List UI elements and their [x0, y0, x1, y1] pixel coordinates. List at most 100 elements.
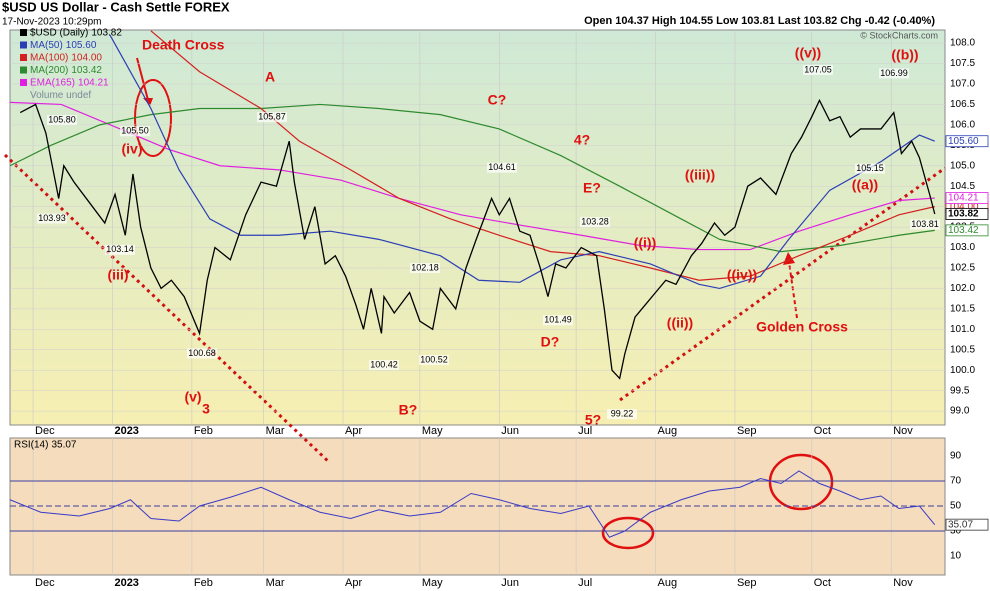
legend-value: 35.07 — [51, 440, 76, 451]
price-label-bg — [855, 163, 885, 174]
last-value-box — [945, 135, 989, 148]
y-tick-label: 101.5 — [950, 304, 975, 315]
price-label-bg — [487, 162, 517, 173]
last-value-label: 103.42 — [948, 225, 979, 236]
x-tick-label: Jul — [578, 577, 592, 589]
y-tick-label: 99.0 — [950, 406, 970, 417]
annotation: ((b)) — [891, 47, 918, 63]
legend-swatch — [20, 41, 27, 49]
annotation: 5? — [585, 412, 601, 428]
last-value-label: 104.21 — [948, 193, 979, 204]
annotation: (v) — [184, 389, 201, 405]
x-tick-label: Dec — [35, 577, 55, 589]
price-label: 105.87 — [258, 112, 286, 122]
last-value-label: 105.60 — [948, 136, 979, 147]
annotation: 4? — [574, 132, 590, 148]
price-label: 107.05 — [804, 64, 832, 74]
annotation: 3 — [202, 401, 210, 417]
price-label-bg — [47, 115, 77, 126]
quote: Open 104.37 High 104.55 Low 103.81 Last … — [584, 15, 935, 27]
y-tick-label: 104.5 — [950, 181, 975, 192]
price-label-bg — [120, 126, 150, 137]
rsi-high-circle — [768, 453, 834, 511]
trend-line-down — [3, 153, 332, 465]
legend-value: 104.21 — [78, 78, 109, 89]
y-tick-label: 101.0 — [950, 324, 975, 335]
annotation: ((i)) — [634, 235, 657, 251]
x-tick-label: Sep — [737, 425, 757, 437]
x-tick-label: Jul — [578, 425, 592, 437]
rsi-low-circle — [601, 516, 655, 550]
annotation: E? — [583, 180, 601, 196]
x-tick-label: Oct — [814, 425, 831, 437]
legend-value: 103.42 — [71, 65, 102, 76]
legend-label: $USD (Daily) — [30, 28, 88, 39]
price-label-bg — [105, 244, 135, 255]
last-value-box — [945, 224, 989, 237]
annotation: (iv) — [122, 141, 143, 157]
price-label-bg — [187, 348, 217, 359]
annotation: ((ii)) — [667, 315, 693, 331]
legend-swatch — [20, 66, 27, 74]
annotation: ((iv)) — [727, 267, 757, 283]
x-tick-label: Apr — [345, 577, 362, 589]
last-value-box — [945, 208, 989, 220]
price-label-bg — [419, 354, 449, 365]
last-value-label: 104.00 — [948, 201, 979, 212]
y-tick-label: 107.0 — [950, 79, 975, 90]
x-tick-label: 2023 — [114, 577, 138, 589]
annotation: B? — [399, 402, 418, 418]
price-label-bg — [607, 409, 637, 420]
price-label-bg — [257, 112, 287, 123]
legend-value: 105.60 — [66, 40, 97, 51]
y-tick-label: 107.5 — [950, 58, 975, 69]
last-value-box — [945, 518, 989, 531]
x-tick-label: May — [422, 425, 443, 437]
y-tick-label: 106.0 — [950, 120, 975, 131]
price-label: 105.80 — [48, 114, 76, 124]
y-tick-label: 100.5 — [950, 344, 975, 355]
price-label-bg — [803, 64, 833, 75]
y-tick-label: 102.5 — [950, 263, 975, 274]
legend-swatch — [20, 54, 27, 61]
annotation: Death Cross — [142, 37, 225, 53]
series-line — [9, 470, 936, 538]
price-label: 106.99 — [880, 68, 908, 78]
last-value-box — [945, 192, 989, 204]
series-line — [9, 101, 935, 251]
x-tick-label: Mar — [266, 577, 285, 589]
annotation: (iii) — [108, 267, 129, 283]
y-tick-label: 103.0 — [950, 242, 975, 253]
y-tick-label: 100.0 — [950, 365, 975, 376]
series-line — [150, 30, 935, 281]
legend-value: 103.82 — [91, 28, 122, 39]
x-tick-label: Aug — [658, 577, 678, 589]
price-label: 103.28 — [581, 216, 609, 226]
x-tick-label: Nov — [893, 577, 913, 589]
annotation: A — [265, 69, 275, 85]
x-tick-label: Jun — [501, 425, 519, 437]
annotation: ((a)) — [852, 177, 878, 193]
y-tick-label: 50 — [950, 501, 962, 512]
y-tick-label: 30 — [950, 526, 962, 537]
arrow — [136, 57, 149, 101]
price-label: 100.68 — [188, 348, 216, 358]
x-tick-label: 2023 — [114, 425, 138, 437]
legend-label: MA(100) — [30, 53, 68, 64]
y-tick-label: 10 — [950, 551, 962, 562]
price-label: 104.61 — [488, 162, 516, 172]
legend-note: Volume undef — [30, 90, 91, 101]
y-tick-label: 108.0 — [950, 38, 975, 49]
price-label: 100.42 — [370, 359, 398, 369]
x-tick-label: Apr — [345, 425, 362, 437]
x-tick-label: Feb — [194, 577, 213, 589]
series-line — [109, 34, 935, 290]
x-tick-label: Feb — [194, 425, 213, 437]
y-tick-label: 102.0 — [950, 283, 975, 294]
last-value-label: 35.07 — [948, 519, 973, 530]
annotation: Golden Cross — [756, 319, 848, 335]
last-value-label: 103.82 — [948, 209, 979, 220]
price-label: 103.14 — [106, 244, 134, 254]
price-label-bg — [879, 68, 909, 79]
